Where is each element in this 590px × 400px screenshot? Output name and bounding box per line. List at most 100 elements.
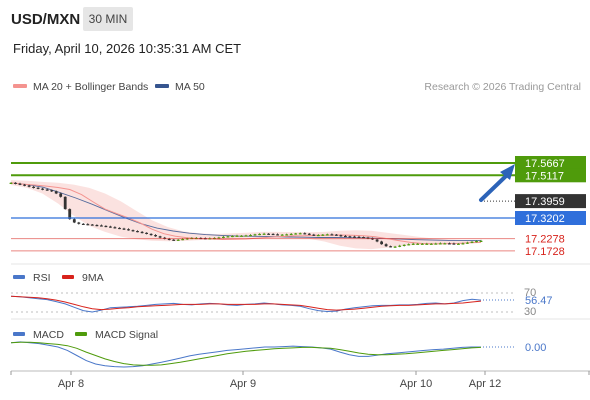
candle-body	[118, 227, 121, 230]
candle-body	[95, 225, 99, 227]
candle	[398, 244, 402, 248]
macd-signal-line	[10, 341, 482, 366]
candle-body	[172, 239, 176, 241]
candle-body	[461, 243, 465, 245]
candle	[443, 242, 447, 245]
candle-body	[131, 230, 135, 232]
candle	[448, 242, 451, 245]
candle-body	[402, 244, 406, 246]
candle	[122, 227, 126, 230]
candle	[393, 245, 397, 248]
level-label: 17.5117	[525, 170, 564, 182]
candle-body	[353, 236, 356, 238]
candle-body	[348, 236, 352, 238]
candle	[330, 233, 334, 236]
candle	[90, 224, 94, 226]
candle-body	[362, 237, 365, 239]
candle-body	[181, 239, 185, 241]
chart-header: USD/MXN 30 MIN Friday, April 10, 2026 10…	[0, 0, 590, 70]
candle-body	[425, 243, 429, 245]
candle	[375, 238, 379, 243]
candle	[244, 234, 248, 237]
rsi-legend-label: RSI	[33, 272, 51, 284]
macd-legend-label: MACD	[33, 329, 64, 341]
candle	[316, 234, 320, 237]
candle-body	[434, 243, 438, 245]
candle	[348, 235, 352, 238]
candle-body	[380, 241, 383, 245]
level-label-box	[515, 194, 586, 209]
candle-body	[466, 242, 469, 244]
candle-body	[312, 234, 316, 236]
candle-body	[344, 235, 347, 238]
candle-body	[104, 225, 108, 228]
macd-line	[10, 341, 481, 368]
macd-signal-legend-label: MACD Signal	[95, 329, 158, 341]
candle	[344, 235, 347, 238]
ma20-legend-label: MA 20 + Bollinger Bands	[33, 81, 148, 93]
candle	[72, 218, 76, 224]
candle	[45, 188, 49, 191]
candle-body	[276, 234, 279, 236]
level-support: 17.1728	[11, 246, 565, 258]
candle	[9, 182, 13, 184]
candle-body	[298, 233, 302, 235]
candle-body	[167, 238, 171, 240]
candle	[149, 233, 153, 236]
candle-body	[222, 236, 225, 238]
candle	[380, 240, 383, 245]
candle	[475, 240, 478, 243]
candle-body	[457, 243, 460, 245]
candle	[113, 226, 117, 229]
candle-body	[154, 235, 157, 237]
rsi-panel: RSI 9MA 70 30 56.47	[10, 272, 553, 318]
x-tick-label: Apr 8	[58, 378, 84, 390]
candle-body	[416, 243, 420, 245]
candle-body	[384, 244, 388, 247]
candle-body	[235, 235, 239, 237]
x-tick-label: Apr 10	[400, 378, 432, 390]
candle	[59, 192, 63, 198]
timeframe-button[interactable]: 30 MIN	[83, 7, 133, 31]
candle-body	[475, 241, 478, 243]
rsi-legend-swatch	[13, 275, 25, 279]
candle-body	[68, 209, 72, 220]
macd-signal-legend-swatch	[75, 332, 87, 336]
forecast-arrow-head	[500, 164, 515, 180]
symbol-title: USD/MXN	[11, 11, 81, 28]
research-credit: Research © 2026 Trading Central	[424, 81, 581, 93]
candle-body	[267, 233, 270, 235]
candle-body	[303, 233, 307, 235]
candle-body	[109, 226, 112, 228]
candle-body	[398, 245, 402, 247]
candle-body	[420, 243, 424, 245]
candle	[402, 244, 406, 247]
candle-body	[280, 234, 284, 236]
candle	[262, 232, 266, 235]
candle	[411, 242, 415, 245]
level-label: 17.3959	[525, 196, 565, 208]
candle-body	[59, 193, 63, 197]
candle-body	[18, 183, 22, 185]
candle-body	[54, 191, 58, 194]
forecast-arrow-shaft	[479, 174, 508, 202]
candle	[136, 230, 139, 233]
candle	[357, 235, 361, 238]
candle	[425, 242, 429, 245]
candle	[176, 239, 180, 241]
rsi-ma-legend-swatch	[62, 275, 74, 279]
level-label-box	[515, 156, 586, 170]
candle	[280, 234, 284, 236]
level-pivot: 17.3202	[11, 211, 586, 225]
candle-body	[375, 239, 379, 242]
candle	[27, 184, 31, 188]
level-label: 17.5667	[525, 158, 565, 170]
candle-body	[63, 196, 67, 210]
candle-body	[226, 236, 230, 238]
rsi-30-label: 30	[524, 306, 536, 318]
candle-body	[325, 234, 329, 236]
candle	[429, 243, 433, 245]
candle-body	[149, 233, 153, 236]
bollinger-band	[11, 180, 481, 250]
timestamp: Friday, April 10, 2026 10:35:31 AM CET	[13, 41, 242, 56]
